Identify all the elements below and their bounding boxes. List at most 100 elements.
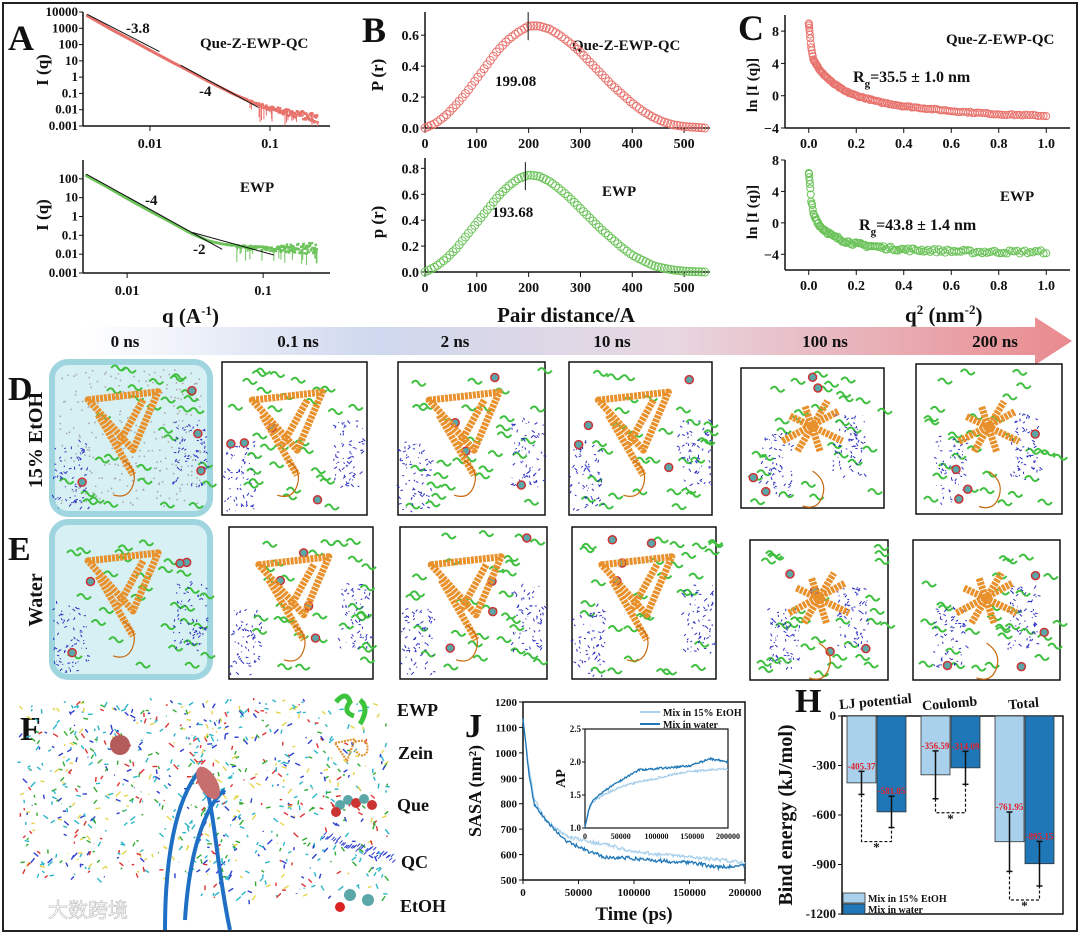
stick-atom [361, 804, 366, 809]
qc-chain [352, 642, 355, 644]
stick-atom [52, 707, 56, 711]
qc-chain [599, 614, 603, 617]
stick-atom [78, 728, 84, 734]
qc-chain [1018, 622, 1021, 625]
qc-icon [339, 840, 343, 844]
qc-chain [250, 633, 255, 637]
stick-atom [293, 795, 298, 799]
stick-atom [381, 749, 384, 754]
data-point [287, 108, 291, 112]
stick-atom [96, 877, 103, 883]
ewp-peptide [410, 379, 427, 387]
qc-chain [1023, 413, 1026, 416]
qc-chain [420, 474, 424, 476]
x-tick-label: 100 [466, 281, 487, 296]
y-tick-label: 10000 [46, 4, 79, 19]
ethanol-molecule [156, 490, 159, 493]
qc-chain [709, 635, 711, 637]
ethanol-molecule [135, 489, 138, 492]
zein-loop [626, 624, 649, 662]
qc-chain [402, 627, 405, 631]
qc-chain [350, 587, 354, 591]
c-bottom-ylabel: ln [I (q)] [745, 185, 761, 239]
stick-atom [254, 709, 260, 714]
qc-chain [1015, 617, 1020, 621]
x-tick-label: 150000 [673, 887, 707, 899]
qc-chain [176, 466, 181, 471]
qc-chain [692, 442, 697, 445]
qc-chain [535, 480, 538, 484]
data-point [265, 245, 269, 249]
qc-chain [410, 671, 415, 676]
y-tick-label: 0.001 [49, 265, 78, 280]
qc-chain [1022, 421, 1026, 424]
stick-atom [201, 796, 208, 802]
a-top-ylabel: I (q) [33, 54, 52, 86]
qc-chain [203, 458, 207, 462]
stick-atom [63, 825, 68, 829]
stick-atom [280, 729, 283, 734]
stick-atom [137, 745, 142, 751]
stick-atom [380, 873, 384, 878]
ewp-peptide [361, 563, 377, 571]
stick-atom [331, 804, 336, 809]
stick-atom [63, 833, 68, 837]
ewp-peptide [184, 586, 200, 594]
ethanol-molecule [110, 487, 113, 490]
qc-chain [695, 459, 698, 462]
stick-atom [277, 772, 283, 778]
data-point [921, 105, 930, 114]
ewp-peptide [1052, 453, 1069, 461]
qc-chain [861, 635, 864, 639]
qc-chain [196, 595, 200, 598]
data-point [314, 120, 317, 123]
md-snapshot [740, 367, 893, 509]
ewp-peptide [532, 658, 549, 666]
qc-chain [579, 450, 582, 453]
stick-atom [24, 839, 30, 843]
stick-atom [364, 764, 367, 767]
stick-atom [92, 818, 97, 824]
qc-chain [696, 606, 700, 609]
qc-chain [1021, 426, 1025, 431]
qc-chain [578, 455, 582, 458]
stick-atom [304, 788, 309, 792]
ethanol-molecule [172, 472, 175, 475]
stick-atom [172, 709, 177, 713]
stick-atom [86, 839, 92, 844]
ewp-peptide [256, 386, 272, 394]
qc-chain [352, 466, 355, 469]
ethanol-molecule [119, 379, 122, 382]
qc-icon [348, 843, 353, 848]
stick-atom [121, 850, 128, 855]
qc-chain [197, 634, 201, 639]
ethanol-molecule [180, 465, 183, 468]
stick-atom [306, 842, 311, 847]
qc-chain [1026, 646, 1030, 649]
qc-chain [333, 466, 338, 470]
qc-chain [242, 494, 245, 498]
qc-chain [522, 438, 526, 442]
stick-atom [222, 765, 228, 772]
stick-atom [232, 814, 236, 818]
stick-atom [230, 763, 236, 767]
ewp-peptide [688, 572, 704, 580]
qc-chain [794, 629, 797, 632]
ethanol-molecule [108, 463, 111, 466]
qc-chain [521, 597, 523, 601]
x-tick-label: 400 [622, 137, 643, 152]
ewp-peptide [751, 450, 767, 458]
stick-atom [100, 704, 106, 708]
stick-atom [103, 701, 108, 708]
data-point [307, 250, 310, 254]
stick-atom [324, 827, 328, 833]
stick-atom [205, 868, 211, 873]
stick-atom [238, 801, 243, 804]
qc-chain [529, 467, 531, 470]
qc-chain [192, 636, 195, 640]
stick-atom [52, 789, 57, 795]
x-tick-label: 0 [520, 887, 526, 899]
data-point [901, 245, 910, 254]
stick-atom [26, 862, 31, 867]
qc-chain [541, 606, 545, 610]
